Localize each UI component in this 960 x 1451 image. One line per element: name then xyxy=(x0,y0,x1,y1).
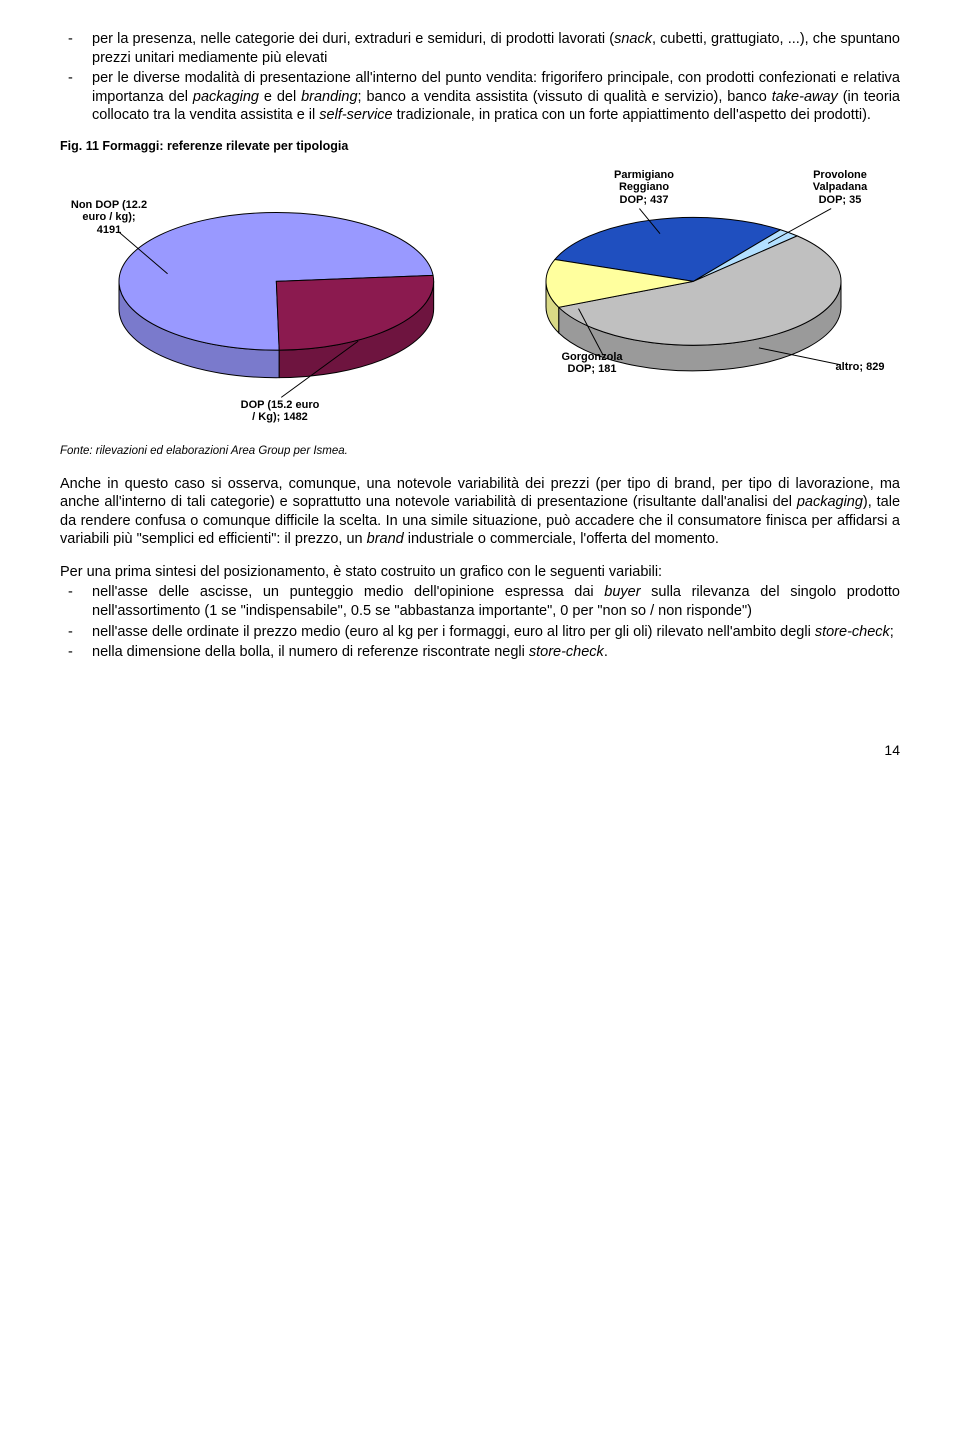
left-pie-chart: Non DOP (12.2euro / kg);4191 DOP (15.2 e… xyxy=(60,161,473,441)
bottom-bullet-2: nell'asse delle ordinate il prezzo medio… xyxy=(92,623,900,642)
label-dop: DOP (15.2 euro/ Kg); 1482 xyxy=(230,399,330,424)
bottom-bullet-1: nell'asse delle ascisse, un punteggio me… xyxy=(92,583,900,620)
top-bullet-list: per la presenza, nelle categorie dei dur… xyxy=(60,30,900,125)
label-gorgonzola: GorgonzolaDOP; 181 xyxy=(547,351,637,376)
figure-title: Fig. 11 Formaggi: referenze rilevate per… xyxy=(60,139,900,153)
top-bullet-2: per le diverse modalità di presentazione… xyxy=(92,69,900,125)
paragraph-2-intro: Per una prima sintesi del posizionamento… xyxy=(60,563,900,582)
page: per la presenza, nelle categorie dei dur… xyxy=(0,0,960,778)
right-pie-chart: ParmigianoReggianoDOP; 437 ProvoloneValp… xyxy=(487,161,900,441)
label-parmigiano: ParmigianoReggianoDOP; 437 xyxy=(599,169,689,207)
bottom-bullet-3: nella dimensione della bolla, il numero … xyxy=(92,643,900,662)
label-provolone: ProvoloneValpadanaDOP; 35 xyxy=(795,169,885,207)
bottom-bullet-list: nell'asse delle ascisse, un punteggio me… xyxy=(60,583,900,661)
label-non-dop: Non DOP (12.2euro / kg);4191 xyxy=(64,199,154,237)
label-altro: altro; 829 xyxy=(825,361,895,374)
charts-row: Non DOP (12.2euro / kg);4191 DOP (15.2 e… xyxy=(60,161,900,441)
page-number: 14 xyxy=(60,742,900,758)
paragraph-1: Anche in questo caso si osserva, comunqu… xyxy=(60,475,900,549)
top-bullet-1: per la presenza, nelle categorie dei dur… xyxy=(92,30,900,67)
figure-source: Fonte: rilevazioni ed elaborazioni Area … xyxy=(60,445,900,457)
